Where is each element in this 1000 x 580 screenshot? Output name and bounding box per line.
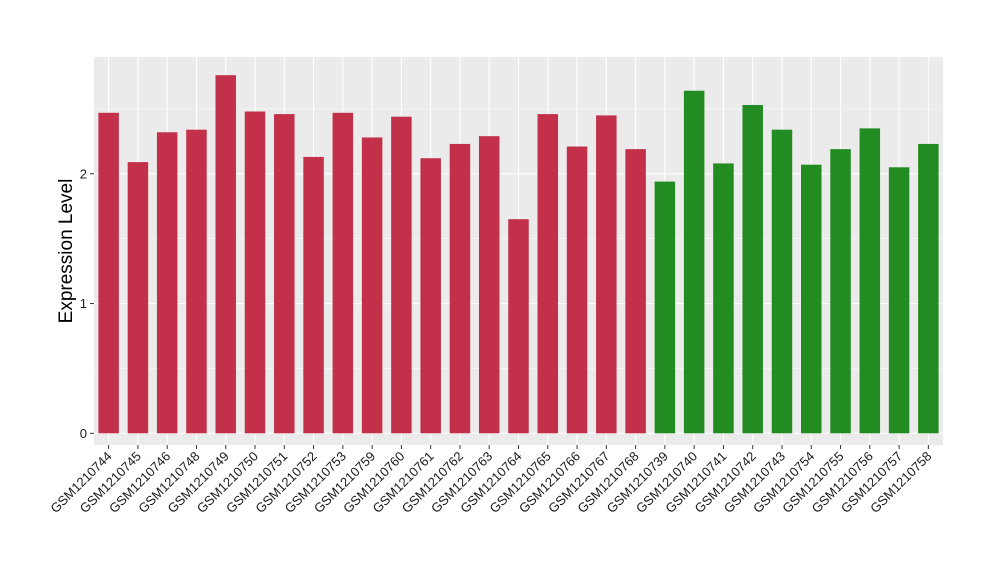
y-tick-label: 1 (80, 296, 87, 311)
bar-GSM1210757 (888, 167, 910, 434)
bar-GSM1210741 (713, 163, 734, 434)
y-tick-label: 2 (80, 166, 87, 181)
bar-GSM1210760 (391, 116, 412, 434)
bar-GSM1210752 (303, 156, 324, 434)
bar-GSM1210754 (801, 164, 822, 434)
bar-GSM1210740 (683, 90, 705, 434)
bar-GSM1210762 (449, 143, 471, 434)
x-axis: GSM1210744GSM1210745GSM1210746GSM1210748… (47, 445, 934, 516)
bar-GSM1210756 (859, 128, 881, 434)
bar-GSM1210768 (625, 149, 646, 434)
bar-GSM1210758 (918, 143, 939, 434)
bar-GSM1210745 (127, 162, 149, 434)
bar-GSM1210755 (830, 149, 851, 434)
bar-GSM1210750 (244, 111, 266, 434)
bar-GSM1210748 (186, 129, 207, 434)
y-tick-label: 0 (80, 426, 87, 441)
bars (98, 75, 939, 434)
bar-GSM1210743 (771, 129, 793, 434)
bar-GSM1210761 (420, 158, 441, 434)
bar-GSM1210744 (98, 112, 119, 434)
bar-GSM1210749 (215, 75, 236, 434)
bar-GSM1210753 (332, 112, 354, 434)
bar-GSM1210764 (508, 219, 529, 434)
bar-GSM1210742 (742, 105, 763, 434)
bar-GSM1210767 (596, 115, 617, 434)
y-axis: 0 1 2 (80, 166, 94, 441)
bar-GSM1210746 (156, 132, 178, 434)
y-axis-title: Expression Level (56, 179, 77, 324)
bar-GSM1210763 (478, 136, 500, 434)
bar-GSM1210765 (537, 114, 559, 434)
bar-GSM1210766 (566, 146, 588, 434)
bar-GSM1210759 (361, 137, 383, 434)
bar-GSM1210739 (654, 181, 676, 434)
bar-GSM1210751 (274, 114, 295, 434)
